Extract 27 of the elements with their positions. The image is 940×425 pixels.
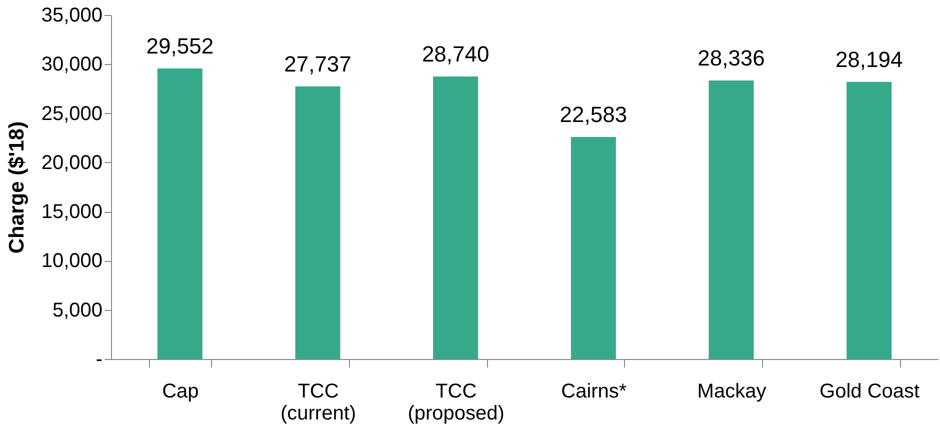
y-tick-label: 35,000 xyxy=(41,4,102,26)
y-tick-label: 10,000 xyxy=(41,250,102,272)
x-tick-label: Mackay xyxy=(697,380,766,402)
bar xyxy=(708,80,754,359)
y-tick-label: - xyxy=(96,348,102,370)
bar xyxy=(846,82,892,359)
data-label: 28,740 xyxy=(422,42,490,67)
bar xyxy=(570,137,616,359)
data-label: 28,194 xyxy=(835,46,903,72)
y-tick-label: 20,000 xyxy=(41,152,102,174)
x-tick-label: Cap xyxy=(162,380,199,402)
x-tick-label: Cairns* xyxy=(561,380,627,402)
y-tick-label: 30,000 xyxy=(41,54,102,76)
data-label: 29,552 xyxy=(146,34,214,59)
data-label: 22,583 xyxy=(560,102,628,128)
bar xyxy=(433,76,478,359)
y-axis-title: Charge ($'18) xyxy=(5,121,28,254)
x-tick-label: TCC (current) xyxy=(280,380,356,424)
bar xyxy=(157,68,202,359)
x-tick-label: Gold Coast xyxy=(820,380,920,402)
x-tick-label: TCC (proposed) xyxy=(408,380,504,424)
data-label: 28,336 xyxy=(698,46,765,70)
data-label: 27,737 xyxy=(284,51,352,76)
y-tick-label: 15,000 xyxy=(41,201,102,224)
y-tick-label: 5,000 xyxy=(52,299,102,322)
bar xyxy=(295,86,340,359)
y-tick-label: 25,000 xyxy=(41,102,102,125)
